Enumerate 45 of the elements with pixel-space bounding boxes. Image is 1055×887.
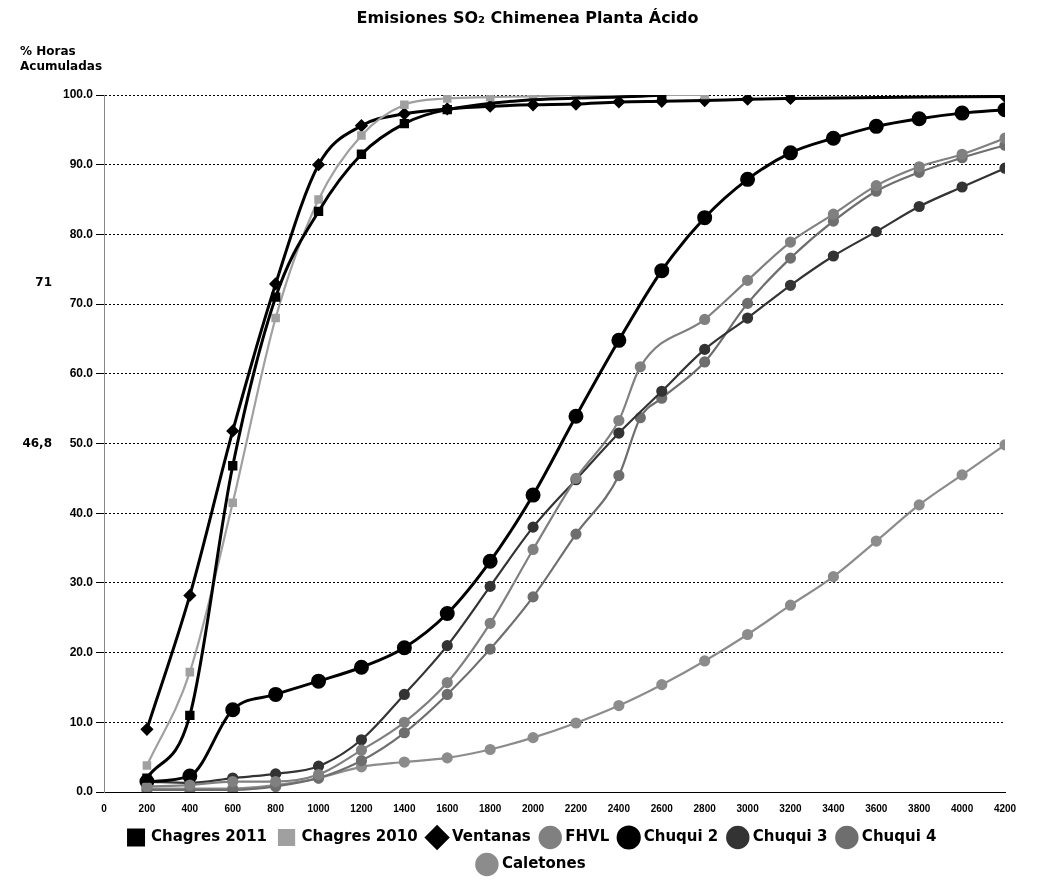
y-tick-label: 60.0 — [69, 366, 94, 381]
y-tick-label: 70.0 — [69, 296, 94, 311]
text: 46,8 — [22, 435, 53, 450]
legend-label: Ventanas — [452, 827, 531, 846]
x-tick-label: 3200 — [779, 802, 803, 814]
x-tick-label: 2000 — [521, 802, 545, 814]
x-tick-label: 0 — [101, 802, 108, 814]
y-tick-label: 100.0 — [63, 87, 94, 102]
x-tick-label: 1600 — [436, 802, 459, 814]
x-tick-label: 1800 — [479, 802, 502, 814]
x-tick-label: 3400 — [822, 802, 845, 814]
x-tick-label: 1000 — [307, 802, 331, 814]
x-tick-label: 4000 — [950, 802, 974, 814]
legend-label: Chuqui 3 — [752, 827, 828, 846]
x-tick-label: 3800 — [908, 802, 931, 814]
y-tick-label: 0.0 — [76, 784, 94, 799]
y-tick-label: 80.0 — [69, 226, 94, 241]
legend-label: Chuqui 2 — [643, 827, 719, 846]
x-tick-label: 3000 — [736, 802, 760, 814]
y-axis-title: % Horas Acumuladas — [20, 44, 104, 74]
legend-label: Caletones — [501, 854, 586, 873]
y-tick-label: 50.0 — [69, 435, 94, 450]
chart-title: Emisiones SO₂ Chimenea Planta Ácido — [355, 8, 700, 27]
x-tick-label: 2200 — [564, 802, 588, 814]
text: 71 — [35, 275, 53, 290]
x-tick-label: 600 — [224, 802, 242, 814]
x-tick-label: 1400 — [393, 802, 416, 814]
y-tick-label: 20.0 — [69, 644, 94, 659]
x-tick-label: 2400 — [607, 802, 631, 814]
legend-label: FHVL — [565, 827, 610, 846]
x-tick-label: 400 — [181, 802, 199, 814]
x-tick-label: 1200 — [350, 802, 374, 814]
x-tick-label: 200 — [138, 802, 156, 814]
y-tick-label: 30.0 — [69, 575, 94, 590]
legend-label: Chuqui 4 — [861, 827, 937, 846]
x-tick-label: 800 — [267, 802, 285, 814]
legend-label: Chagres 2010 — [301, 827, 418, 846]
y-tick-label: 10.0 — [69, 714, 94, 729]
y-tick-label: 90.0 — [69, 157, 94, 172]
x-tick-label: 4200 — [993, 802, 1017, 814]
x-tick-label: 2800 — [693, 802, 717, 814]
y-tick-label: 40.0 — [69, 505, 94, 520]
x-tick-label: 3600 — [865, 802, 888, 814]
x-tick-label: 2600 — [650, 802, 674, 814]
legend-label: Chagres 2011 — [151, 827, 268, 846]
